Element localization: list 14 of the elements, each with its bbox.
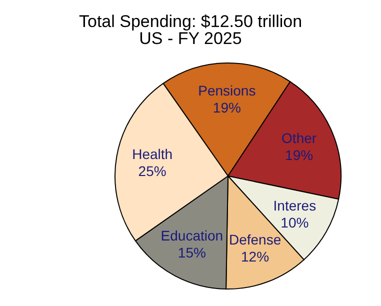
data-label: 19% — [285, 147, 314, 164]
chart-subtitle: US - FY 2025 — [139, 29, 242, 48]
data-label: 12% — [241, 248, 270, 264]
slice-label: Interes — [273, 198, 316, 214]
slice-label: Education — [160, 227, 224, 244]
slice-label: Health — [132, 146, 173, 162]
data-label: 15% — [178, 244, 206, 260]
data-label: 10% — [280, 214, 309, 231]
data-label: 19% — [212, 100, 241, 116]
data-label: 25% — [138, 163, 166, 180]
slice-label: Pensions — [198, 82, 256, 99]
slice-label: Defense — [228, 231, 282, 248]
chart-title: Total Spending: $12.50 trillion — [78, 12, 302, 31]
slice-label: Other — [282, 130, 317, 146]
